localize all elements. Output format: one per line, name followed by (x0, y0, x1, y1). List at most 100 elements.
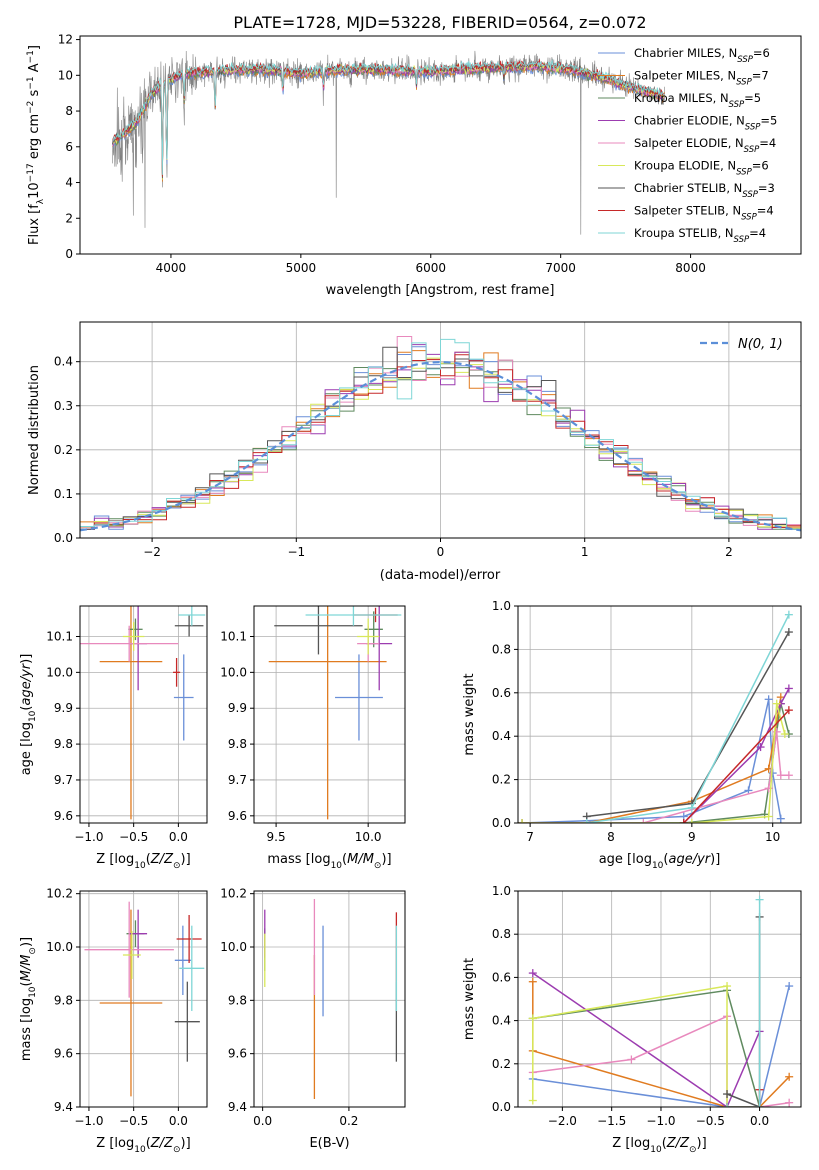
series-marker (627, 1055, 636, 1064)
x-tick-label: −1.5 (597, 1114, 626, 1128)
y-tick-label: 9.9 (228, 701, 247, 715)
y-tick-label: 9.7 (228, 773, 247, 787)
errorbar-point (80, 625, 179, 662)
x-tick-label: 4000 (156, 261, 187, 275)
legend-entry: Chabrier ELODIE, NSSP=5 (634, 114, 777, 133)
x-tick-label: −1.0 (74, 1114, 103, 1128)
series-marker (776, 814, 785, 823)
series-marker (744, 786, 753, 795)
y-tick-label: 9.6 (228, 809, 247, 823)
x-axis-label: E(B-V) (309, 1136, 349, 1151)
errorbar-point (305, 606, 402, 626)
errorbar-point (122, 931, 141, 979)
y-tick-label: 6 (65, 140, 73, 154)
errorbars (268, 606, 402, 820)
series-marker (582, 819, 591, 823)
x-tick-label: 0.0 (169, 830, 188, 844)
legend-entry: N(0, 1) (738, 337, 783, 352)
errorbar-point (99, 606, 163, 820)
y-tick-label: 0.4 (492, 729, 511, 743)
x-tick-label: 10 (765, 830, 780, 844)
x-tick-label: 0.0 (169, 1114, 188, 1128)
y-axis-label: Normed distribution (27, 365, 42, 495)
spectrum-group (112, 50, 665, 235)
axes-frame-4 (253, 605, 406, 824)
series-marker (780, 730, 789, 739)
y-tick-label: 12 (58, 33, 73, 47)
errorbars (80, 606, 206, 820)
series-marker (679, 819, 688, 823)
y-tick-label: 1.0 (492, 599, 511, 613)
x-tick-label: 10.0 (355, 830, 382, 844)
x-tick-label: 1 (581, 545, 589, 559)
x-tick-label: −1.0 (74, 830, 103, 844)
x-axis-label: mass [log10(M/M⊙)] (267, 852, 391, 871)
series-marker (639, 819, 648, 823)
x-tick-label: −0.5 (119, 830, 148, 844)
axes-frame-7 (253, 890, 406, 1108)
x-tick-label: 7000 (545, 261, 576, 275)
series-marker (518, 819, 527, 823)
errorbar-point (99, 909, 163, 1097)
errorbar-point (173, 658, 181, 687)
legend-entry: Kroupa MILES, NSSP=5 (634, 91, 761, 110)
series-marker (528, 977, 537, 986)
x-tick-label: 0.0 (253, 1114, 272, 1128)
y-tick-label: 9.7 (54, 773, 73, 787)
axes-frame-6 (79, 890, 208, 1108)
errorbar-point (174, 981, 200, 1062)
errorbar-point (364, 611, 383, 648)
y-tick-label: 10.0 (46, 665, 73, 679)
series-marker (785, 982, 794, 991)
axes-frame-3 (79, 605, 208, 824)
x-tick-label: 0.2 (339, 1114, 358, 1128)
legend: Chabrier MILES, NSSP=6 Salpeter MILES, NS… (598, 46, 777, 245)
y-tick-label: 9.8 (54, 737, 73, 751)
y-tick-label: 0.3 (54, 399, 73, 413)
y-tick-label: 9.9 (54, 701, 73, 715)
y-tick-label: 10.0 (220, 665, 247, 679)
legend-entry: Chabrier STELIB, NSSP=3 (634, 181, 775, 200)
x-tick-label: 2 (725, 545, 733, 559)
series-marker (528, 1014, 537, 1023)
series-marker (764, 695, 773, 704)
panel-3 (76, 606, 207, 827)
series-marker (784, 628, 793, 637)
x-tick-label: −2 (143, 545, 161, 559)
y-tick-label: 10.2 (220, 887, 247, 901)
series-marker (785, 1072, 794, 1081)
x-tick-label: −0.5 (696, 1114, 725, 1128)
series-marker (687, 803, 696, 812)
y-tick-label: 0.0 (54, 531, 73, 545)
series-lines (518, 610, 793, 823)
series-line (522, 703, 786, 823)
y-tick-label: 0.6 (492, 686, 511, 700)
x-tick-label: 6000 (415, 261, 446, 275)
x-tick-label: −1.0 (646, 1114, 675, 1128)
panel-2 (76, 322, 801, 542)
y-tick-label: 4 (65, 176, 73, 190)
panel-6 (76, 891, 207, 1111)
y-tick-label: 9.6 (54, 809, 73, 823)
errorbar-point (274, 606, 363, 655)
axes-frame-1 (79, 35, 802, 255)
x-tick-label: 8000 (675, 261, 706, 275)
x-tick-label: −2.0 (548, 1114, 577, 1128)
x-tick-label: −0.5 (119, 1114, 148, 1128)
series-lines (528, 895, 794, 1107)
y-tick-label: 0.4 (54, 355, 73, 369)
x-axis-label: (data-model)/error (380, 568, 501, 583)
y-tick-label: 0.6 (492, 970, 511, 984)
y-tick-label: 9.8 (54, 993, 73, 1007)
series-line (727, 899, 761, 1107)
y-tick-label: 0.0 (492, 1100, 511, 1114)
y-tick-label: 0.2 (492, 1057, 511, 1071)
series-line (586, 631, 790, 818)
legend-entry: Chabrier MILES, NSSP=6 (634, 46, 770, 65)
y-tick-label: 8 (65, 104, 73, 118)
y-tick-label: 9.6 (228, 1047, 247, 1061)
x-tick-label: 0.0 (750, 1114, 769, 1128)
x-axis-label: age [log10(age/yr)] (599, 852, 721, 871)
series-marker (755, 1103, 764, 1107)
